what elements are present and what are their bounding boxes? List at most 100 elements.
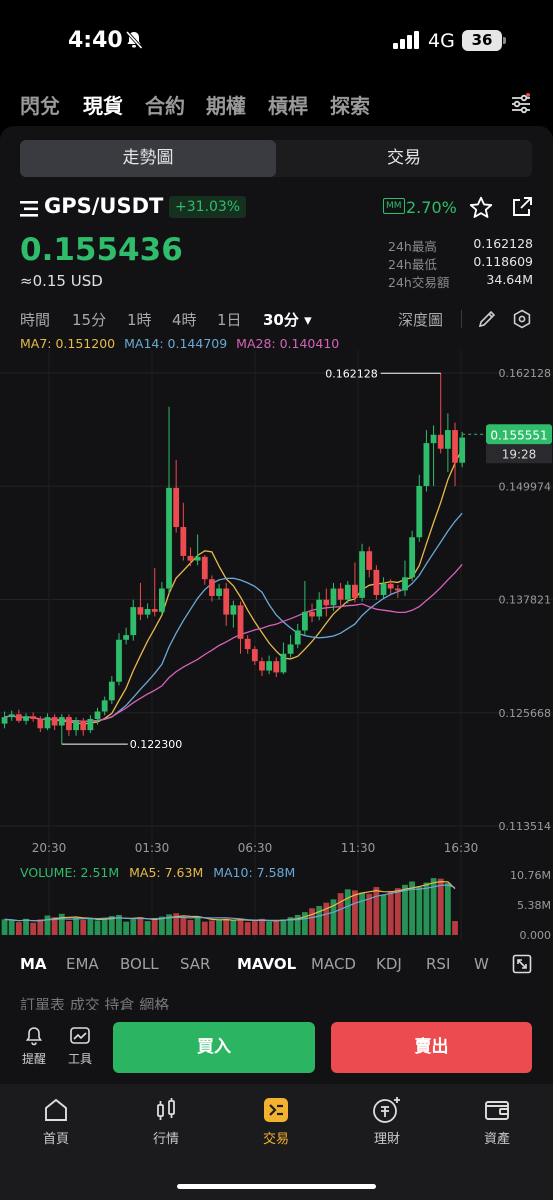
- tab-market[interactable]: 行情: [126, 1096, 206, 1147]
- volume-bar: [301, 912, 308, 935]
- volume-bar: [30, 922, 37, 935]
- volume-bar: [130, 919, 137, 935]
- candle-body: [116, 639, 122, 682]
- tab-futures[interactable]: 合約: [145, 94, 185, 118]
- tools-label: 工具: [67, 1052, 92, 1066]
- interval-1d[interactable]: 1日: [217, 311, 242, 329]
- countdown-label: 19:28: [502, 447, 537, 461]
- interval-30m[interactable]: 30分 ▾: [263, 311, 312, 329]
- indicator-w[interactable]: W: [474, 955, 489, 973]
- ma-legend: MA7: 0.151200 MA14: 0.144709 MA28: 0.140…: [20, 336, 344, 351]
- interval-time[interactable]: 時間: [20, 311, 51, 329]
- volume-bar: [266, 921, 273, 935]
- candle: [73, 717, 79, 736]
- candle-body: [409, 537, 416, 578]
- countdown-tag: [486, 444, 552, 464]
- volume-bar: [437, 878, 444, 935]
- candle-body: [402, 577, 408, 591]
- tab-trade[interactable]: 交易: [236, 1096, 316, 1147]
- candle: [394, 584, 401, 598]
- indicator-mavol[interactable]: MAVOL: [237, 955, 297, 973]
- candle: [30, 712, 37, 722]
- tab-earn[interactable]: 理財: [347, 1096, 427, 1147]
- candle-body: [294, 630, 301, 645]
- volume-bar: [101, 918, 108, 935]
- tab-swap[interactable]: 閃兌: [20, 94, 60, 118]
- volume-ma5-line: [4, 880, 456, 922]
- candle-body: [444, 430, 451, 449]
- candle: [201, 554, 208, 585]
- indicator-kdj[interactable]: KDJ: [376, 955, 402, 973]
- tools-tool[interactable]: 工具: [60, 1025, 100, 1067]
- indicator-ma[interactable]: MA: [20, 955, 47, 973]
- share-icon[interactable]: [510, 195, 534, 223]
- tab-home[interactable]: 首頁: [16, 1096, 96, 1147]
- tab-options[interactable]: 期權: [206, 94, 246, 118]
- star-icon[interactable]: [468, 195, 494, 225]
- y-tick-label: 0.125668: [499, 707, 552, 720]
- interval-1h[interactable]: 1時: [127, 311, 152, 329]
- interval-15m[interactable]: 15分: [72, 311, 107, 329]
- candle-body: [44, 717, 51, 729]
- volume-bar: [323, 902, 330, 935]
- buy-button[interactable]: 買入: [113, 1022, 315, 1073]
- candle-body: [266, 661, 273, 671]
- indicator-ema[interactable]: EMA: [66, 955, 99, 973]
- volume-bar: [330, 899, 337, 935]
- volume-bar: [394, 888, 401, 935]
- pair-name[interactable]: GPS/USDT: [44, 194, 164, 218]
- indicator-tabs: MA EMA BOLL SAR MAVOL MACD KDJ RSI W: [0, 950, 553, 980]
- pair-menu-icon[interactable]: [20, 200, 40, 222]
- y-tick-label: 0.162128: [499, 367, 552, 380]
- tab-margin[interactable]: 槓桿: [268, 94, 308, 118]
- volume-bar: [1, 919, 8, 935]
- candle: [101, 696, 108, 716]
- indicator-sar[interactable]: SAR: [180, 955, 211, 973]
- candle-body: [23, 716, 29, 721]
- tab-assets[interactable]: 資產: [457, 1096, 537, 1147]
- volume-bar: [237, 919, 244, 935]
- settings-hex-icon[interactable]: [512, 309, 532, 333]
- volume-bar: [66, 921, 72, 935]
- candle-body: [144, 609, 151, 615]
- stat-high-value: 0.162128: [473, 236, 533, 251]
- stat-volume-value: 34.64M: [486, 272, 533, 287]
- interval-4h[interactable]: 4時: [172, 311, 197, 329]
- candle: [58, 714, 65, 745]
- pair-header: GPS/USDT +31.03% MM 2.70%: [20, 194, 540, 224]
- candle: [287, 635, 294, 658]
- tab-explore[interactable]: 探索: [330, 94, 370, 118]
- volume-bar: [15, 922, 22, 935]
- last-price: 0.155436: [20, 232, 183, 268]
- candle-body: [330, 588, 337, 606]
- candle: [323, 588, 330, 617]
- volume-bar: [187, 919, 194, 935]
- tab-spot[interactable]: 現貨: [83, 94, 123, 118]
- high-marker-label: 0.162128: [325, 367, 378, 380]
- volume-bar: [51, 917, 58, 935]
- candle-body: [459, 437, 466, 463]
- candle-body: [194, 556, 201, 561]
- volume-bar: [8, 920, 15, 935]
- earn-coin-icon: [373, 1097, 400, 1123]
- candle-body: [1, 717, 8, 724]
- sell-button[interactable]: 賣出: [331, 1022, 532, 1073]
- ma28-label: MA28: 0.140410: [236, 336, 340, 351]
- alert-tool[interactable]: 提醒: [14, 1025, 54, 1067]
- candle: [280, 642, 287, 675]
- indicator-boll[interactable]: BOLL: [120, 955, 159, 973]
- volume-bar: [87, 918, 94, 935]
- indicator-macd[interactable]: MACD: [311, 955, 356, 973]
- depth-chart-link[interactable]: 深度圖: [398, 311, 444, 329]
- segment-chart[interactable]: 走勢圖: [20, 140, 276, 177]
- volume-bar: [116, 914, 122, 935]
- candlestick-chart[interactable]: 0.162128 0.149974 0.137821 0.125668 0.113514…: [0, 350, 553, 940]
- filter-settings-icon[interactable]: [509, 92, 533, 120]
- indicator-rsi[interactable]: RSI: [426, 955, 451, 973]
- volume-bar: [180, 917, 187, 935]
- signal-icon: [393, 31, 421, 53]
- market-type-nav: 閃兌 現貨 合約 期權 槓桿 探索: [0, 86, 553, 122]
- fullscreen-icon[interactable]: [512, 954, 532, 978]
- pencil-icon[interactable]: [477, 309, 497, 333]
- segment-trade[interactable]: 交易: [387, 148, 421, 168]
